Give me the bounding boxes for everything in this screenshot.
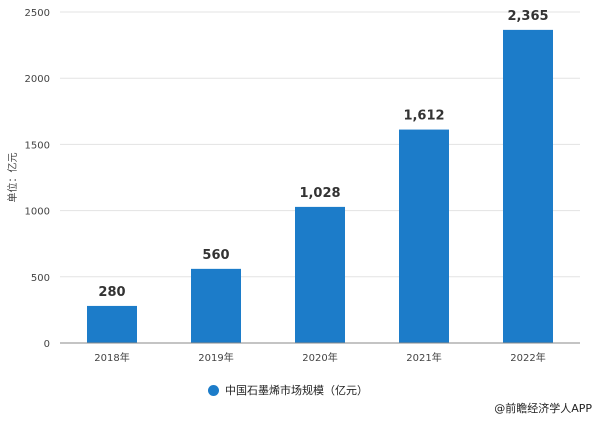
data-label: 2,365 bbox=[507, 9, 548, 24]
bar bbox=[295, 206, 345, 343]
y-tick-label: 2500 bbox=[25, 8, 50, 19]
bar bbox=[399, 129, 449, 343]
y-axis-ticks: 0 500 1000 1500 2000 2500 bbox=[25, 8, 50, 350]
y-tick-label: 500 bbox=[31, 273, 50, 284]
y-tick-label: 0 bbox=[44, 339, 50, 350]
x-tick-label: 2018年 bbox=[94, 351, 129, 364]
data-label: 280 bbox=[98, 285, 125, 300]
bar bbox=[191, 268, 241, 343]
bar bbox=[87, 305, 137, 343]
y-axis-label: 单位：亿元 bbox=[6, 153, 19, 203]
gridlines bbox=[60, 11, 580, 278]
data-label: 560 bbox=[202, 248, 229, 263]
x-tick-label: 2022年 bbox=[510, 351, 545, 364]
legend-marker bbox=[208, 384, 219, 396]
source-credit: @前瞻经济学人APP bbox=[494, 402, 592, 415]
y-tick-label: 1000 bbox=[25, 207, 50, 218]
y-tick-label: 1500 bbox=[25, 140, 50, 151]
bars bbox=[87, 29, 553, 344]
x-tick-label: 2021年 bbox=[406, 351, 441, 364]
bar bbox=[503, 29, 553, 344]
data-label: 1,612 bbox=[403, 109, 444, 124]
y-tick-label: 2000 bbox=[25, 74, 50, 85]
x-tick-label: 2019年 bbox=[198, 351, 233, 364]
legend-label: 中国石墨烯市场规模（亿元） bbox=[225, 384, 368, 397]
legend: 中国石墨烯市场规模（亿元） bbox=[208, 382, 368, 398]
x-tick-label: 2020年 bbox=[302, 351, 337, 364]
data-labels: 280 560 1,028 1,612 2,365 bbox=[98, 9, 548, 300]
data-label: 1,028 bbox=[299, 186, 340, 201]
x-axis-ticks: 2018年 2019年 2020年 2021年 2022年 bbox=[94, 351, 545, 364]
